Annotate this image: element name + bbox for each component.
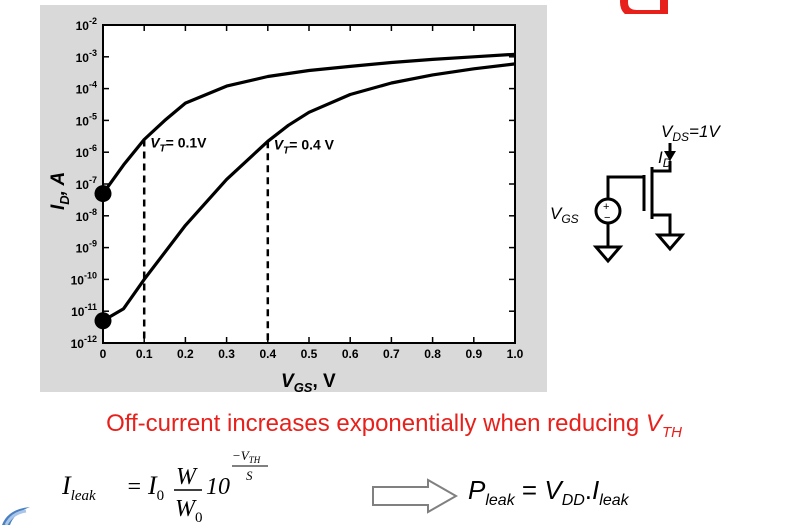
formula-base: 10	[206, 474, 230, 500]
x-tick-label: 0.5	[301, 347, 318, 361]
vt-label-1: VT= 0.1V	[150, 135, 207, 155]
formula-eq: =	[126, 474, 142, 500]
vgs-label: VGS	[550, 204, 579, 226]
y-tick-label: 10-9	[76, 239, 97, 256]
formula-denominator: W0	[175, 496, 203, 525]
source-minus: −	[604, 212, 610, 224]
circuit-diagram: VDS=1V ID + − VGS	[550, 122, 721, 264]
power-equation: Pleak = VDD.Ileak	[468, 475, 629, 509]
ground-icon-left	[592, 245, 624, 264]
id-vgs-chart: 0 0.1 0.2 0.3 0.4 0.5 0.6 0.7 0.8 0.9 1.0 10-2 10-3 1…	[48, 16, 524, 392]
source-plus: +	[603, 201, 609, 213]
gate-wire	[606, 175, 644, 199]
x-tick-label: 0.1	[136, 347, 153, 361]
series-marker-2	[94, 312, 112, 330]
x-tick-label: 0.7	[383, 347, 400, 361]
formula-i0: I0	[147, 471, 164, 504]
x-tick-label: 0.6	[342, 347, 359, 361]
power-dot: .	[584, 475, 593, 505]
x-tick-label: 0.9	[465, 347, 482, 361]
title-fragment-shape	[619, 0, 668, 14]
x-tick-label: 0.2	[177, 347, 194, 361]
nmos-circuit: VDS=1V ID + − VGS	[548, 115, 728, 290]
y-axis-title: ID, A	[48, 172, 72, 210]
vt-label-2: VT= 0.4 V	[274, 136, 335, 156]
ground-icon-right	[654, 233, 686, 252]
y-tick-label: 10-4	[76, 80, 97, 97]
power-v-sub: DD	[561, 492, 585, 509]
series-line-1	[101, 52, 516, 195]
y-tick-label: 10-11	[71, 302, 97, 319]
formula-lhs: Ileak	[62, 471, 96, 504]
y-tick-label: 10-3	[76, 48, 97, 65]
y-tick-label: 10-8	[76, 207, 97, 224]
x-axis-title: VGS, V	[281, 371, 336, 392]
drain-current-arrow	[664, 151, 676, 161]
power-i-sub: leak	[599, 492, 629, 509]
y-tick-label: 10-5	[76, 111, 97, 128]
caption: Off-current increases exponentially when…	[0, 410, 788, 441]
chart-panel: 0 0.1 0.2 0.3 0.4 0.5 0.6 0.7 0.8 0.9 1.0 10-2 10-3 1…	[40, 5, 547, 392]
x-tick-label: 0.8	[424, 347, 441, 361]
power-p: P	[468, 475, 486, 505]
x-tick-label: 0.3	[218, 347, 235, 361]
x-tick-label: 0	[100, 347, 107, 361]
formula-svg: Ileak = I0 W W0 10 −VTH S	[61, 448, 268, 526]
power-eq: =	[514, 475, 545, 505]
y-tick-label: 10-7	[76, 175, 97, 192]
series-marker-1	[94, 185, 112, 203]
formula-exp-den: S	[246, 468, 253, 483]
power-i: I	[592, 475, 600, 505]
formula-numerator: W	[176, 464, 198, 490]
power-p-sub: leak	[485, 492, 515, 509]
y-tick-label: 10-2	[76, 16, 97, 33]
implies-arrow-icon	[372, 478, 459, 514]
y-tick-label: 10-10	[71, 270, 97, 287]
series-line-2	[102, 62, 516, 323]
vds-label: VDS=1V	[661, 122, 721, 144]
title-fragment	[0, 0, 788, 14]
power-v: V	[544, 475, 562, 505]
drain-source-wire	[650, 161, 672, 233]
y-tick-label: 10-6	[76, 143, 97, 160]
y-tick-label: 10-12	[71, 334, 97, 351]
plot-area	[102, 24, 516, 344]
logo-corner-icon	[2, 507, 30, 525]
leakage-formula: Ileak = I0 W W0 10 −VTH S	[61, 446, 282, 532]
x-tick-label: 0.4	[259, 347, 276, 361]
formula-exp-num: −VTH	[232, 448, 261, 465]
id-label: ID	[658, 148, 672, 170]
caption-text: Off-current increases exponentially when…	[106, 410, 646, 437]
x-tick-label: 1.0	[507, 347, 524, 361]
caption-var: VTH	[645, 410, 682, 441]
